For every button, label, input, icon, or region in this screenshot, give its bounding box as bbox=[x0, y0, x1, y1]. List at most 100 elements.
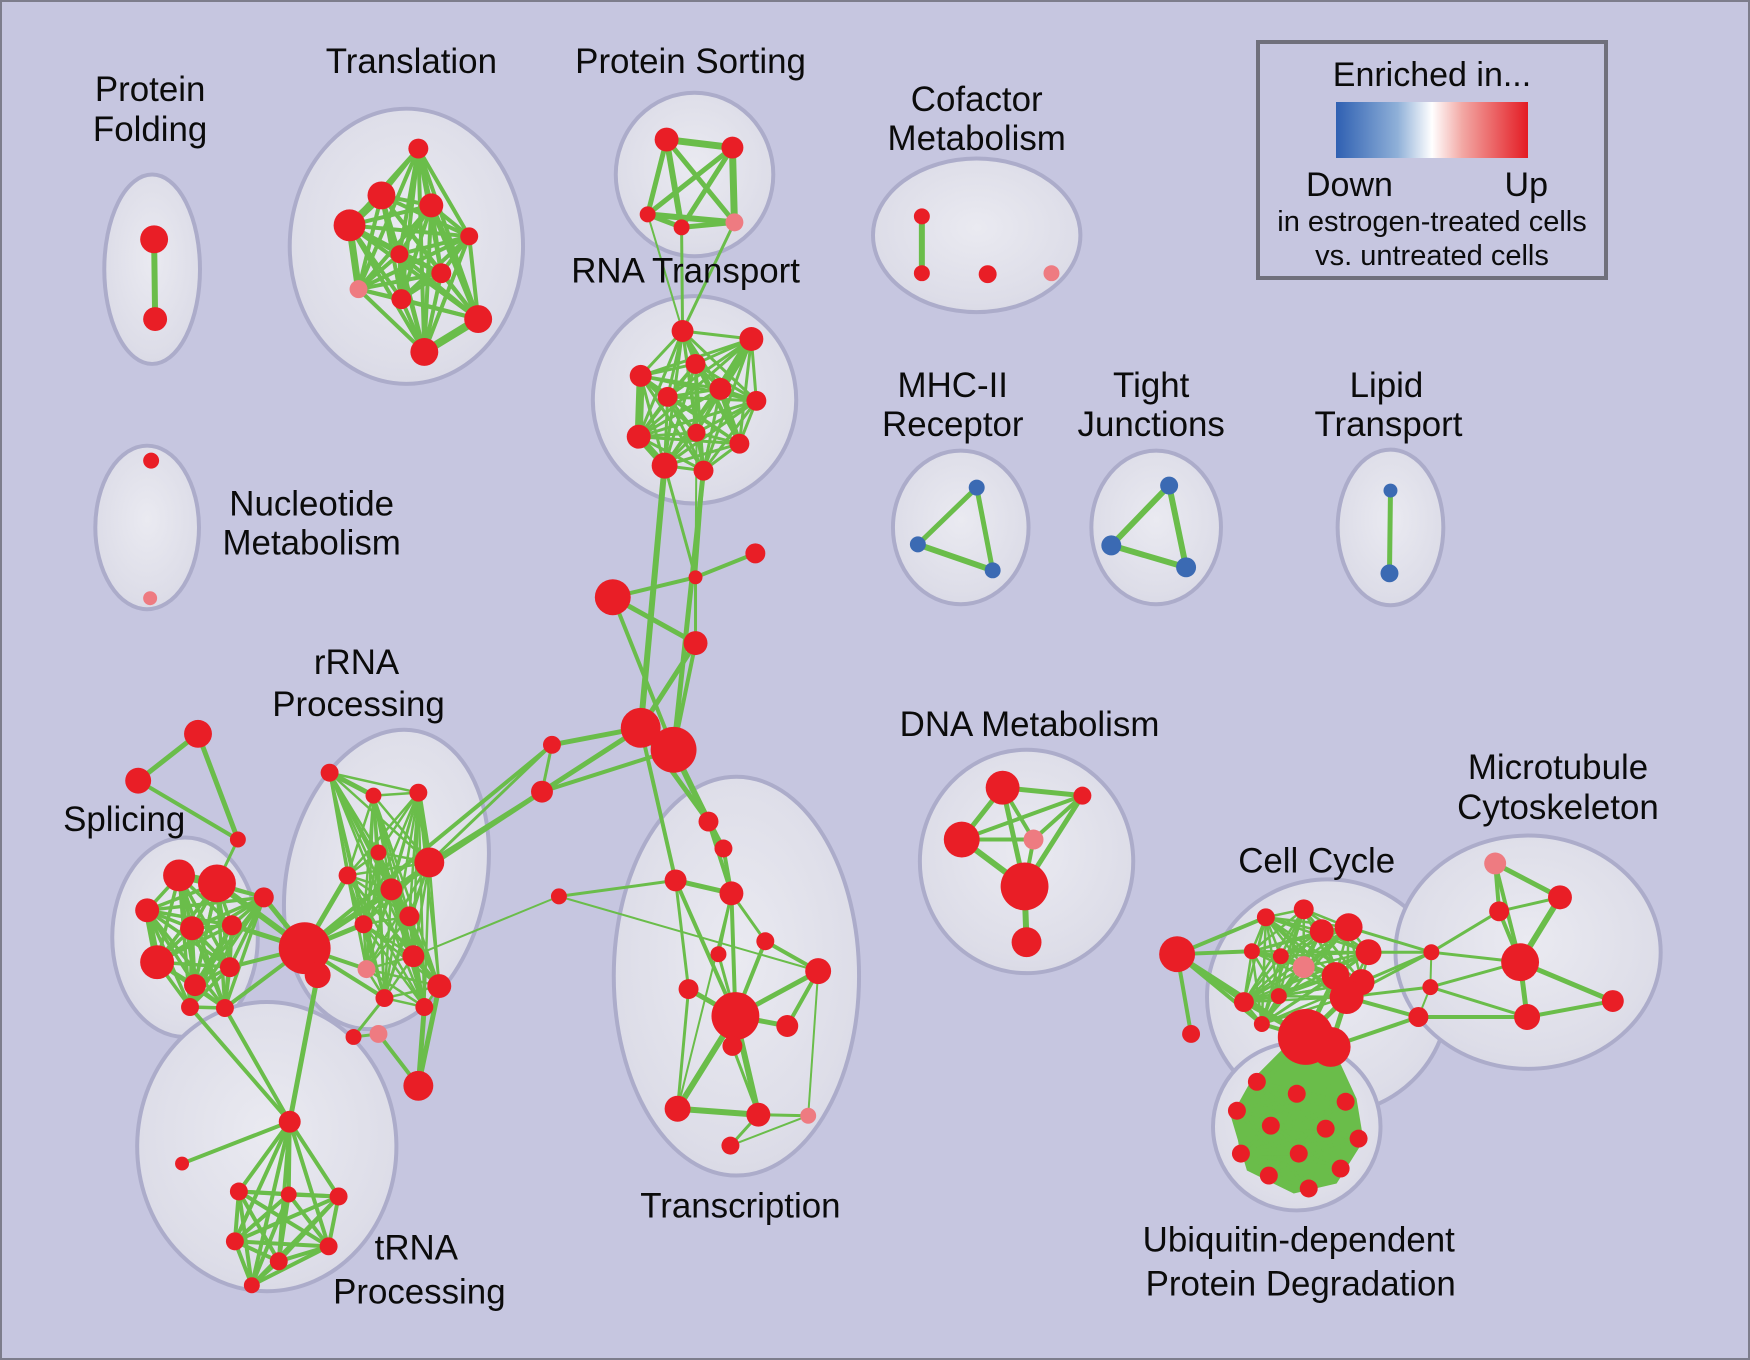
geneset-node-splicing-9 bbox=[181, 998, 199, 1017]
geneset-node-rna_transport-9 bbox=[729, 433, 750, 454]
cluster-region-tight_junctions bbox=[1089, 448, 1223, 607]
edge-transcription bbox=[673, 878, 738, 1019]
edge-protein_sorting bbox=[664, 137, 737, 225]
geneset-node-transcription-8 bbox=[711, 992, 760, 1040]
geneset-node-cofactor_metabolism-0 bbox=[913, 208, 930, 225]
cluster-label-trna_processing-0: tRNA bbox=[375, 1229, 459, 1268]
edge-cell_cycle bbox=[1279, 950, 1370, 958]
edge-splicing-to-trna_processing bbox=[222, 1006, 292, 1124]
geneset-node-trna_processing-8 bbox=[243, 1277, 260, 1294]
geneset-node-cell_cycle-14 bbox=[1253, 1016, 1270, 1032]
geneset-node-rna_transport-7 bbox=[626, 424, 651, 449]
geneset-node-rrna_processing-14 bbox=[369, 1024, 388, 1043]
edge-rrna_processing bbox=[412, 861, 431, 958]
geneset-node-rrna_processing-7 bbox=[354, 915, 373, 934]
edge-protein_sorting-to-rna_transport bbox=[681, 220, 736, 333]
geneset-node-rrna_processing-11 bbox=[427, 974, 452, 999]
geneset-node-microtubule_cytoskeleton-5 bbox=[1422, 979, 1439, 996]
edge-rna_transport bbox=[663, 442, 741, 468]
cluster-label-microtubule_cytoskeleton-1: Cytoskeleton bbox=[1457, 788, 1659, 827]
geneset-node-rna_transport-6 bbox=[746, 390, 767, 411]
legend-title: Enriched in... bbox=[1332, 56, 1532, 94]
edge-trna_processing bbox=[249, 1192, 291, 1288]
geneset-node-splicing-0 bbox=[163, 859, 196, 892]
geneset-node-dna_metabolism-5 bbox=[1011, 927, 1042, 958]
geneset-node-mhc_ii_receptor-0 bbox=[968, 479, 985, 496]
geneset-node-microtubule_cytoskeleton-3 bbox=[1501, 943, 1540, 982]
cluster-label-protein_folding-0: Protein bbox=[95, 70, 205, 109]
geneset-node-trunk-10 bbox=[550, 888, 567, 905]
edge-trna_processing bbox=[232, 1192, 291, 1244]
geneset-node-dna_metabolism-4 bbox=[1000, 862, 1049, 911]
geneset-node-trunk-5 bbox=[650, 726, 697, 773]
geneset-node-rrna_processing-8 bbox=[399, 906, 420, 927]
edge-translation bbox=[356, 271, 444, 292]
edge-rrna_processing bbox=[428, 861, 441, 988]
cluster-label-rrna_processing-0: rRNA bbox=[314, 643, 400, 682]
geneset-node-splicing-3 bbox=[180, 916, 204, 941]
geneset-node-lipid_transport-1 bbox=[1380, 564, 1399, 583]
edge-trna_processing bbox=[236, 1119, 292, 1194]
edge-trunk-to-trna_processing bbox=[287, 972, 321, 1125]
edge-trunk-to-rrna_processing bbox=[427, 789, 544, 865]
geneset-node-trunk-6 bbox=[542, 735, 561, 754]
geneset-node-cell_cycle-0 bbox=[1159, 936, 1196, 973]
geneset-node-rrna_processing-10 bbox=[402, 945, 425, 968]
edge-trna_processing bbox=[232, 1239, 331, 1249]
cluster-label-ubiquitin_degradation-0: Ubiquitin-dependent bbox=[1143, 1221, 1455, 1260]
geneset-node-rna_transport-5 bbox=[657, 386, 678, 407]
edge-cell_cycle bbox=[1242, 965, 1305, 1004]
geneset-node-splicing-4 bbox=[221, 915, 242, 936]
geneset-node-trunk-8 bbox=[278, 922, 331, 975]
edge-protein_sorting bbox=[645, 145, 735, 217]
edge-rrna_processing bbox=[362, 923, 441, 988]
edge-rna_transport bbox=[637, 329, 685, 439]
geneset-node-trna_processing-3 bbox=[280, 1186, 297, 1203]
cluster-label-rna_transport-0: RNA Transport bbox=[571, 251, 800, 290]
edge-transcription bbox=[729, 1114, 810, 1147]
geneset-node-cell_cycle-1 bbox=[1182, 1024, 1201, 1043]
legend-axis-labels: Down Up bbox=[1260, 166, 1604, 205]
cluster-label-microtubule_cytoskeleton-0: Microtubule bbox=[1468, 748, 1648, 787]
cluster-region-nucleotide_metabolism bbox=[93, 443, 201, 612]
edge-trna_processing bbox=[286, 1192, 331, 1249]
geneset-node-translation-1 bbox=[367, 181, 396, 210]
geneset-node-rrna_processing-3 bbox=[370, 844, 387, 861]
geneset-node-ubiquitin_degradation-2 bbox=[1336, 1092, 1355, 1111]
edge-tight_junctions bbox=[1108, 542, 1190, 571]
geneset-node-rrna_processing-13 bbox=[415, 998, 434, 1017]
geneset-node-ubiquitin_degradation-4 bbox=[1261, 1116, 1280, 1135]
geneset-node-trna_processing-7 bbox=[269, 1252, 288, 1271]
geneset-node-splicing-2 bbox=[135, 898, 160, 923]
edge-rna_transport-to-trunk bbox=[663, 464, 698, 579]
geneset-node-trunk-4 bbox=[620, 707, 661, 748]
edge-cell_cycle bbox=[1250, 908, 1305, 953]
geneset-node-splicing-6 bbox=[140, 945, 175, 980]
cluster-label-cofactor_metabolism-1: Metabolism bbox=[888, 119, 1066, 158]
cluster-label-dna_metabolism-0: DNA Metabolism bbox=[900, 705, 1160, 744]
edge-rrna_processing bbox=[346, 791, 420, 877]
geneset-node-rna_transport-4 bbox=[709, 377, 732, 400]
geneset-node-protein_folding-1 bbox=[143, 307, 168, 332]
edge-rrna_processing bbox=[365, 915, 411, 971]
cluster-label-splicing-0: Splicing bbox=[63, 800, 185, 839]
cluster-label-protein_folding-1: Folding bbox=[93, 110, 207, 149]
geneset-node-trunk-1 bbox=[745, 543, 766, 564]
geneset-node-cell_cycle-7 bbox=[1243, 943, 1260, 960]
geneset-node-cell_cycle-5 bbox=[1334, 913, 1363, 942]
legend-up-label: Up bbox=[1504, 166, 1548, 204]
edge-rna_transport bbox=[637, 399, 758, 439]
geneset-node-rrna_processing-15 bbox=[403, 1070, 434, 1101]
edge-rrna_processing bbox=[346, 794, 375, 877]
edge-translation bbox=[428, 202, 482, 323]
legend-down-label: Down bbox=[1306, 166, 1393, 204]
edge-trna_processing bbox=[276, 1192, 291, 1264]
geneset-node-transcription-1 bbox=[714, 839, 733, 858]
geneset-node-transcription-2 bbox=[664, 869, 687, 892]
edge-trna_processing bbox=[180, 1119, 292, 1166]
edge-protein_sorting bbox=[644, 211, 738, 226]
geneset-node-dna_metabolism-1 bbox=[1073, 786, 1092, 805]
